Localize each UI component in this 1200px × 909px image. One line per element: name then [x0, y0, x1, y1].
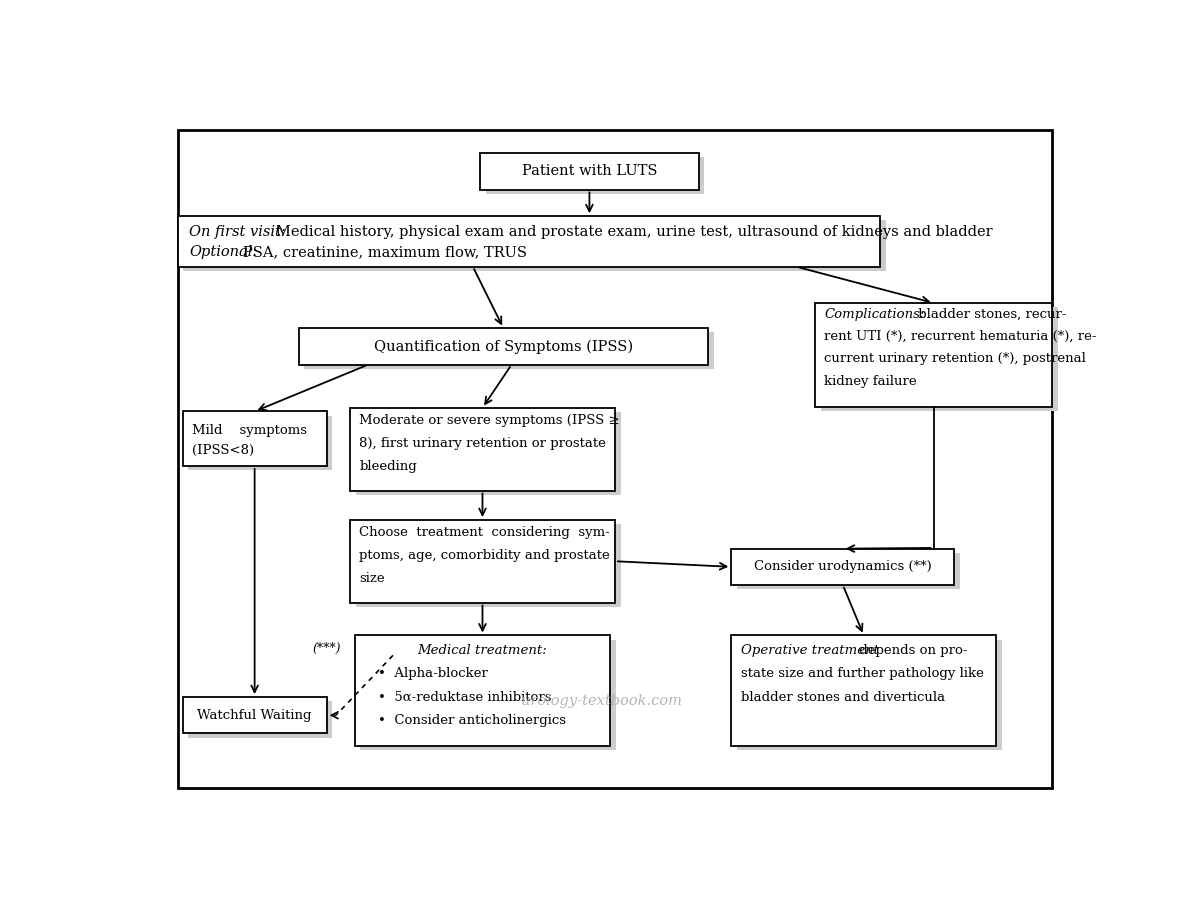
Text: current urinary retention (*), postrenal: current urinary retention (*), postrenal — [824, 353, 1086, 365]
Bar — [350, 408, 616, 491]
Bar — [355, 412, 620, 494]
Text: Complications:: Complications: — [824, 307, 925, 321]
Text: ptoms, age, comorbidity and prostate: ptoms, age, comorbidity and prostate — [359, 549, 610, 562]
Text: bladder stones and diverticula: bladder stones and diverticula — [740, 691, 944, 704]
Bar — [480, 154, 698, 190]
Text: kidney failure: kidney failure — [824, 375, 917, 388]
Bar — [737, 640, 1002, 750]
Text: Optional:: Optional: — [190, 245, 257, 259]
Text: Moderate or severe symptoms (IPSS ≥: Moderate or severe symptoms (IPSS ≥ — [359, 414, 620, 427]
Bar — [350, 520, 616, 603]
Text: bladder stones, recur-: bladder stones, recur- — [913, 307, 1066, 321]
Text: Choose  treatment  considering  sym-: Choose treatment considering sym- — [359, 526, 610, 539]
Text: rent UTI (*), recurrent hematuria (*), re-: rent UTI (*), recurrent hematuria (*), r… — [824, 330, 1097, 343]
Bar — [178, 216, 880, 266]
Bar — [486, 157, 704, 194]
Bar — [355, 524, 620, 606]
Bar — [188, 701, 332, 737]
Text: •  Consider anticholinergics: • Consider anticholinergics — [378, 714, 566, 726]
Text: Watchful Waiting: Watchful Waiting — [197, 709, 312, 722]
Bar — [731, 549, 954, 585]
Bar — [737, 553, 960, 589]
Text: 8), first urinary retention or prostate: 8), first urinary retention or prostate — [359, 437, 606, 450]
Text: state size and further pathology like: state size and further pathology like — [740, 667, 984, 681]
Bar — [182, 697, 326, 734]
Bar — [299, 328, 708, 365]
Text: •  5α-reduktase inhibitors: • 5α-reduktase inhibitors — [378, 691, 551, 704]
Text: Mild    symptoms: Mild symptoms — [192, 425, 307, 437]
Text: bleeding: bleeding — [359, 460, 418, 474]
Text: (IPSS<8): (IPSS<8) — [192, 445, 254, 457]
Text: Patient with LUTS: Patient with LUTS — [522, 165, 658, 178]
Bar — [182, 412, 326, 466]
Text: On first visit:: On first visit: — [190, 225, 286, 239]
Text: (***): (***) — [312, 642, 341, 655]
Bar — [360, 640, 616, 750]
Text: Consider urodynamics (**): Consider urodynamics (**) — [754, 560, 931, 574]
Bar — [815, 303, 1052, 406]
Bar — [184, 220, 886, 271]
Text: Operative treatment: Operative treatment — [740, 644, 878, 657]
Bar — [188, 415, 332, 470]
Text: depends on pro-: depends on pro- — [854, 644, 967, 657]
Text: PSA, creatinine, maximum flow, TRUS: PSA, creatinine, maximum flow, TRUS — [242, 245, 527, 259]
Bar — [821, 307, 1057, 411]
Bar — [731, 635, 996, 746]
Text: urology-textbook.com: urology-textbook.com — [521, 694, 682, 707]
Text: size: size — [359, 573, 385, 585]
Text: •  Alpha-blocker: • Alpha-blocker — [378, 667, 487, 681]
Bar — [355, 635, 611, 746]
Text: Medical history, physical exam and prostate exam, urine test, ultrasound of kidn: Medical history, physical exam and prost… — [276, 225, 992, 239]
Bar — [305, 333, 714, 369]
Text: Medical treatment:: Medical treatment: — [418, 644, 547, 657]
Text: Quantification of Symptoms (IPSS): Quantification of Symptoms (IPSS) — [374, 339, 632, 354]
